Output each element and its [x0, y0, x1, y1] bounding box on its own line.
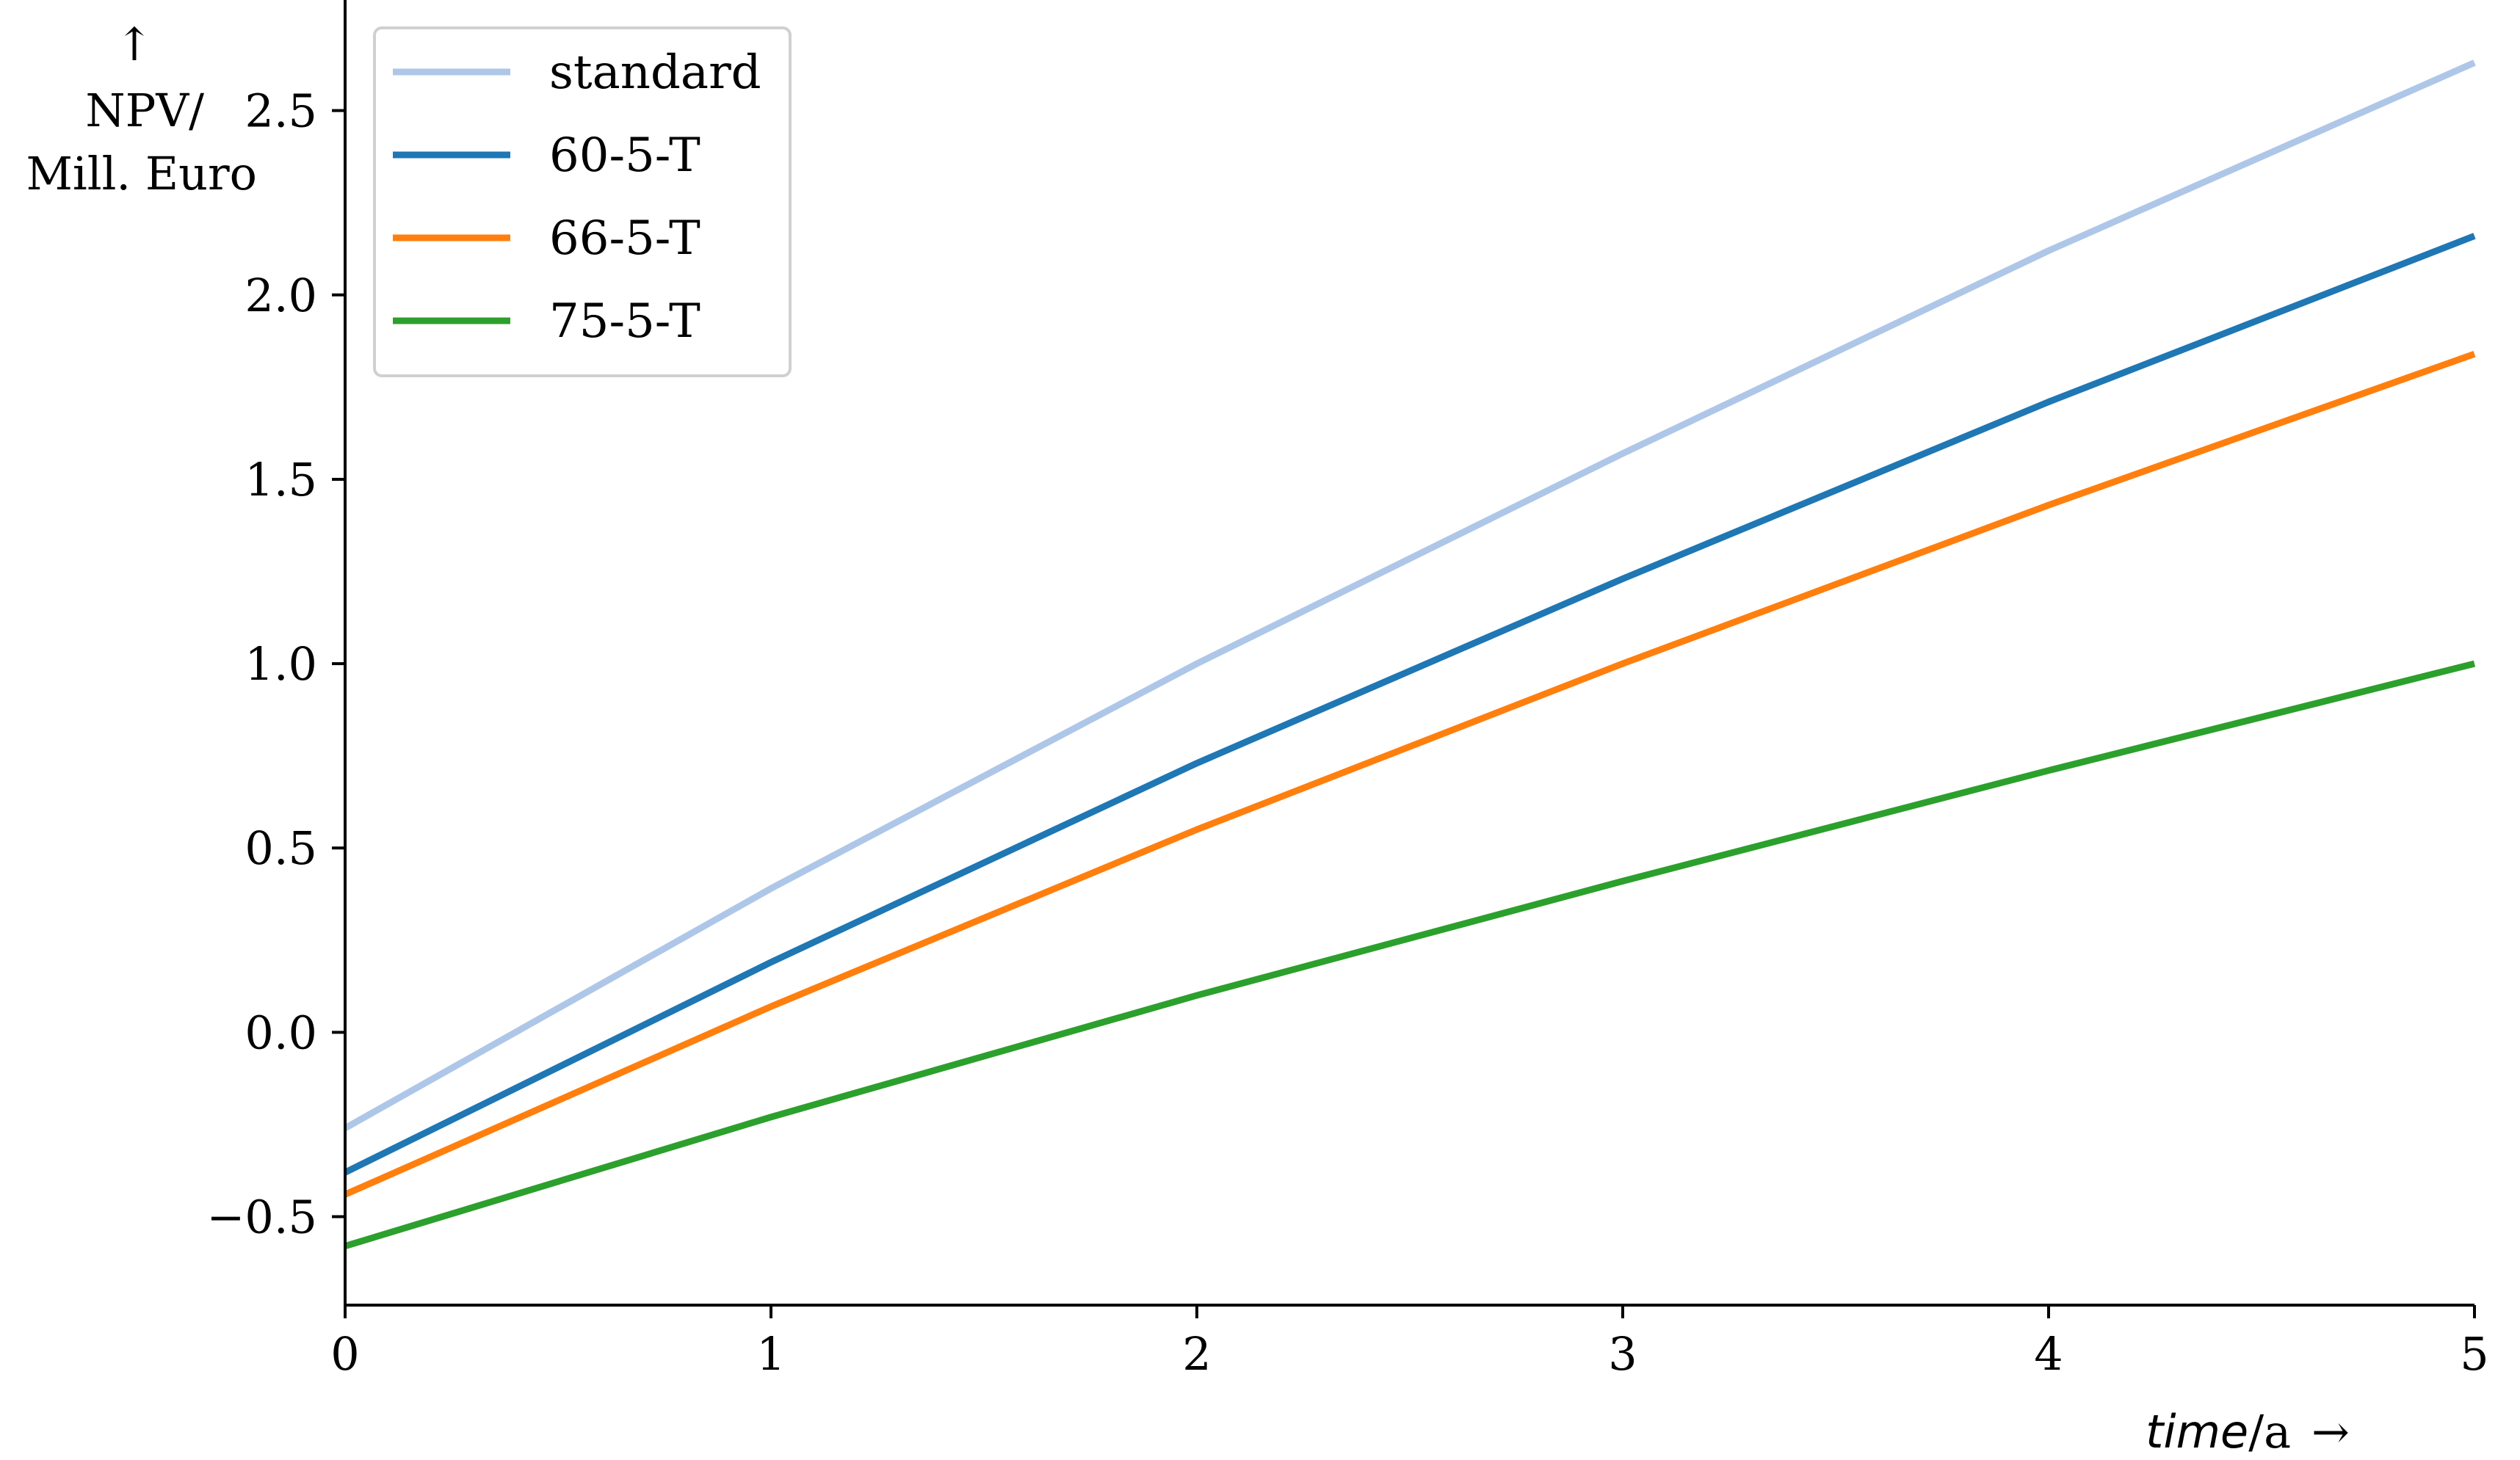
y-tick-label: −0.5 — [206, 1190, 317, 1243]
y-axis-arrow: ↑ — [115, 18, 153, 71]
x-tick-label: 0 — [330, 1327, 359, 1381]
x-axis-label-unit: /a — [2248, 1405, 2291, 1459]
legend-items: standard 60-5-T 66-5-T 75-5-T — [393, 46, 761, 349]
x-tick-label: 2 — [1182, 1327, 1211, 1381]
plot-lines — [343, 59, 2476, 1249]
x-tick-label: 3 — [1608, 1327, 1637, 1381]
legend-label: 60-5-T — [549, 128, 700, 183]
y-axis-label-line1: NPV/ — [85, 84, 204, 137]
x-tick-label: 5 — [2460, 1327, 2488, 1381]
series-line-66-5-t — [344, 350, 2476, 1198]
legend-label: 66-5-T — [549, 211, 700, 266]
y-ticks: −0.5 0.0 0.5 1.0 1.5 2.0 2.5 — [206, 84, 345, 1243]
x-axis-label-quantity: time — [2146, 1405, 2248, 1459]
y-tick-label: 0.0 — [245, 1006, 317, 1059]
y-axis-label-line2: Mill. Euro — [26, 147, 257, 200]
x-tick-label: 4 — [2034, 1327, 2063, 1381]
series-line-75-5-t — [344, 660, 2476, 1249]
y-axis-label: ↑ NPV/ Mill. Euro — [26, 18, 257, 200]
x-axis-label-arrow: → — [2311, 1405, 2350, 1459]
y-tick-label: 2.5 — [245, 84, 317, 138]
axes — [344, 0, 2474, 1307]
y-tick-label: 0.5 — [245, 821, 317, 875]
y-tick-label: 2.0 — [245, 269, 317, 322]
legend-box — [373, 26, 792, 377]
legend-label: 75-5-T — [549, 294, 700, 349]
y-tick-label: 1.0 — [245, 637, 317, 691]
series-line-standard — [343, 59, 2476, 1131]
series-line-60-5-t — [344, 233, 2476, 1176]
x-tick-label: 1 — [756, 1327, 785, 1381]
x-ticks: 0 1 2 3 4 5 — [330, 1305, 2489, 1381]
legend: standard 60-5-T 66-5-T 75-5-T — [373, 26, 792, 377]
y-tick-label: 1.5 — [245, 453, 317, 506]
legend-label: standard — [549, 46, 761, 100]
x-axis-label: time/a → — [2146, 1405, 2350, 1459]
